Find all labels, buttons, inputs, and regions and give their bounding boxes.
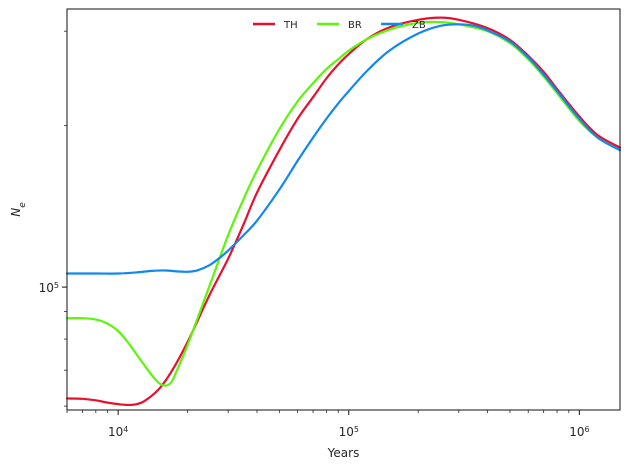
y-axis-label: Ne xyxy=(9,202,28,217)
x-tick-label: 106 xyxy=(569,425,589,440)
x-tick-label: 104 xyxy=(108,425,128,440)
legend-label-th: TH xyxy=(283,20,298,31)
y-axis-label-main: N xyxy=(9,208,23,217)
series-line-zb xyxy=(65,23,622,275)
y-tick-label: 105 xyxy=(39,281,59,296)
series-line-br xyxy=(65,20,622,387)
legend: TH BR ZB xyxy=(253,20,426,31)
series-line-th xyxy=(65,16,622,407)
y-axis-label-subscript: e xyxy=(18,202,28,208)
x-axis-label: Years xyxy=(327,446,360,460)
legend-label-br: BR xyxy=(348,20,362,31)
tick-layer: 104 105 106 105 xyxy=(39,30,590,440)
legend-label-zb: ZB xyxy=(412,20,426,31)
plot-frame xyxy=(66,8,621,411)
x-tick-label: 105 xyxy=(339,425,359,440)
series-layer xyxy=(65,16,622,407)
